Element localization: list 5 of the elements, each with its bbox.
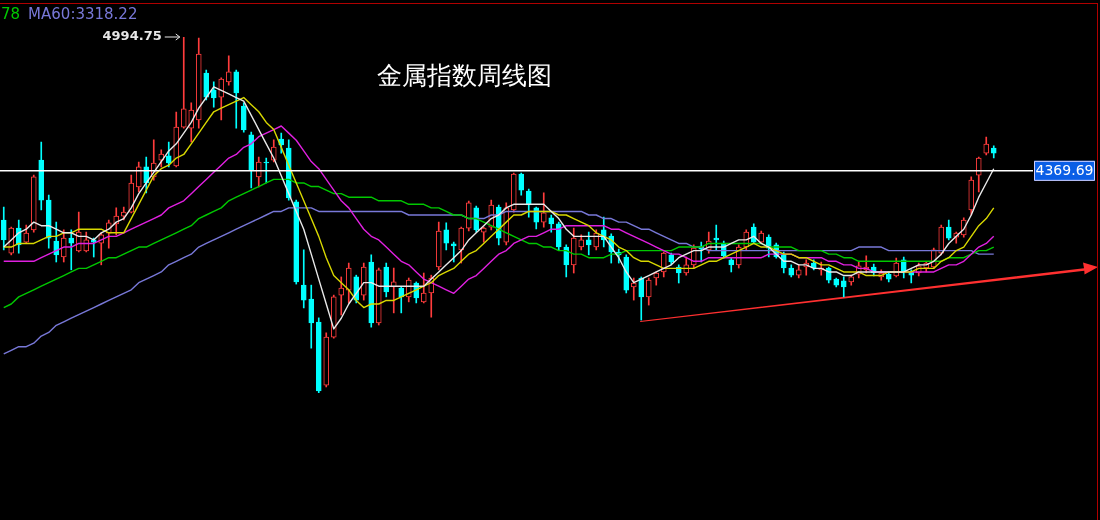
text: 金属指数周线图 bbox=[377, 60, 552, 90]
annotation: 4994.75 bbox=[102, 28, 162, 44]
text: MA60:3318.22 bbox=[28, 4, 138, 23]
text: 78 bbox=[1, 4, 21, 23]
text: 4369.69 bbox=[1035, 162, 1094, 179]
